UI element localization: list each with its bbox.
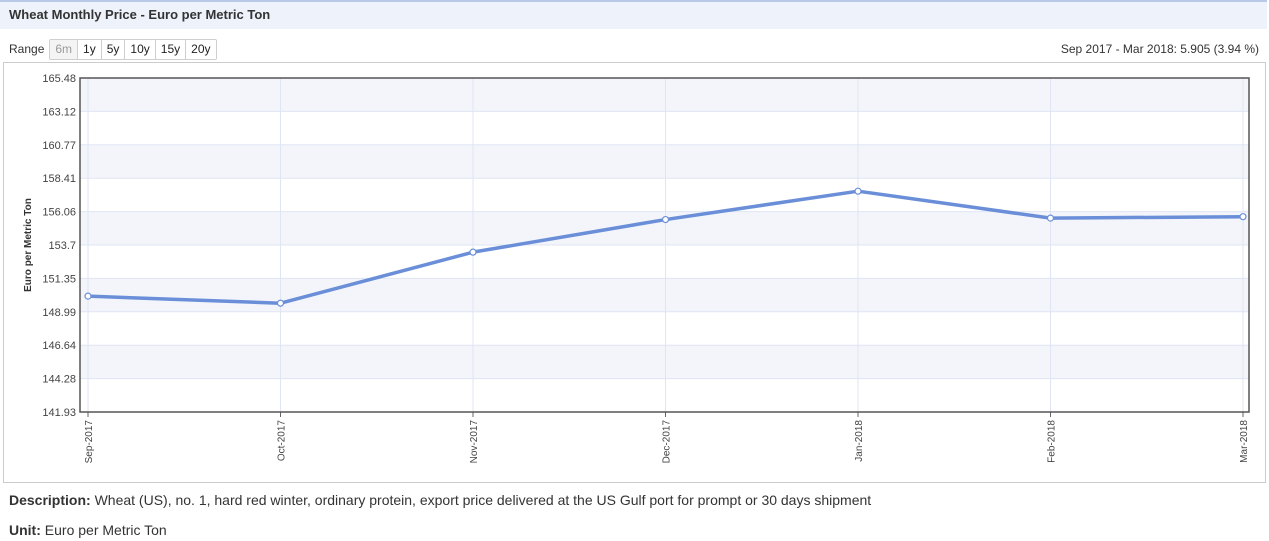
y-tick-label: 151.35 [42, 273, 76, 285]
range-1y-button[interactable]: 1y [78, 39, 102, 59]
range-button-group: 6m 1y 5y 10y 15y 20y [49, 38, 217, 60]
description-line: Description: Wheat (US), no. 1, hard red… [9, 492, 871, 508]
data-point [1046, 214, 1055, 222]
x-tick-label: Jan-2018 [854, 420, 865, 462]
plot-band [80, 144, 1249, 179]
chart-frame [3, 62, 1266, 483]
y-tick-label: 153.7 [48, 240, 76, 252]
range-10y-button[interactable]: 10y [125, 39, 156, 59]
unit-text: Euro per Metric Ton [44, 522, 167, 538]
y-tick-label: 160.77 [42, 140, 76, 152]
x-tick-label: Oct-2017 [277, 420, 288, 462]
x-tick-label: Sep-2017 [84, 420, 95, 464]
range-selector: Range 6m 1y 5y 10y 15y 20y [9, 38, 217, 60]
range-5y-button[interactable]: 5y [101, 39, 126, 59]
range-6m-button[interactable]: 6m [50, 39, 79, 59]
data-point [276, 299, 285, 307]
data-point [469, 248, 477, 256]
data-point [854, 187, 862, 195]
description-text: Wheat (US), no. 1, hard red winter, ordi… [94, 492, 872, 508]
plot-band [80, 278, 1249, 312]
x-tick-label: Feb-2018 [1047, 420, 1058, 463]
change-summary: Sep 2017 - Mar 2018: 5.905 (3.94 %) [1060, 42, 1259, 56]
data-point [661, 215, 670, 224]
y-tick-label: 163.12 [42, 106, 76, 118]
data-point [84, 292, 92, 300]
data-point [1239, 213, 1247, 221]
page-title: Wheat Monthly Price - Euro per Metric To… [9, 7, 271, 22]
plot-border [79, 77, 1250, 413]
range-label: Range [9, 42, 45, 56]
x-tick-label: Dec-2017 [662, 420, 673, 464]
unit-line: Unit: Euro per Metric Ton [9, 522, 167, 538]
y-tick-label: 141.93 [42, 407, 76, 419]
title-bar: Wheat Monthly Price - Euro per Metric To… [0, 0, 1267, 29]
y-tick-label: 144.28 [42, 374, 76, 386]
description-label: Description: [9, 492, 91, 508]
range-20y-button[interactable]: 20y [186, 39, 216, 59]
y-tick-label: 148.99 [42, 307, 76, 319]
y-tick-label: 158.41 [42, 173, 76, 185]
plot-band [80, 345, 1249, 379]
plot-band [80, 78, 1249, 112]
range-15y-button[interactable]: 15y [155, 39, 187, 59]
x-tick-label: Nov-2017 [469, 420, 480, 464]
y-tick-label: 165.48 [42, 73, 76, 85]
y-axis-title: Euro per Metric Ton [23, 198, 34, 292]
y-tick-label: 156.06 [42, 207, 76, 219]
unit-label: Unit: [9, 522, 41, 538]
y-tick-label: 146.64 [42, 340, 76, 352]
x-tick-label: Mar-2018 [1239, 420, 1250, 463]
